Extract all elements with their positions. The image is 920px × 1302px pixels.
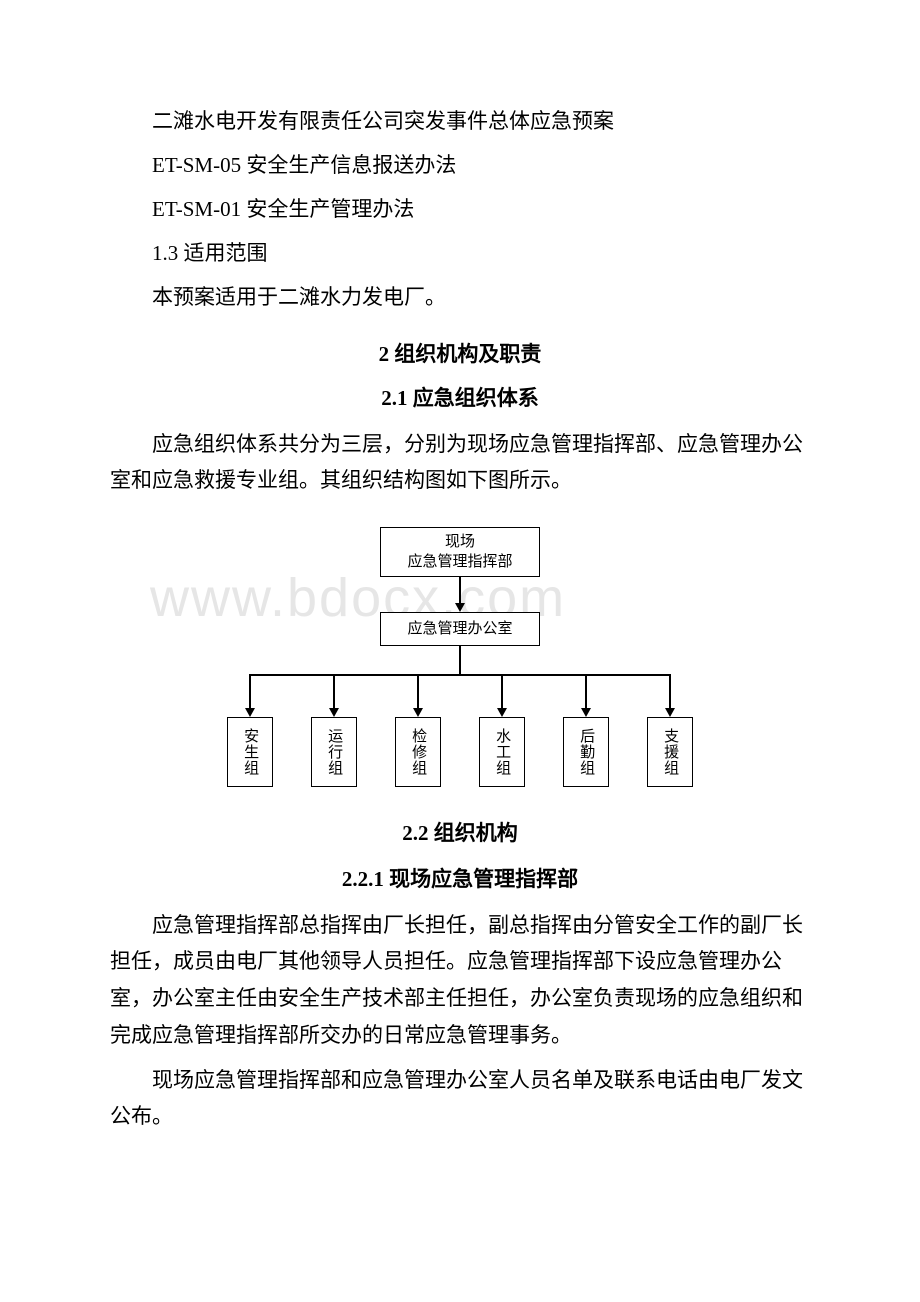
section-2-1-title: 2.1 应急组织体系 — [110, 380, 810, 418]
arrow-leaf-2 — [329, 708, 339, 717]
para-line-3: ET-SM-01 安全生产管理办法 — [110, 188, 810, 230]
connector-leaf-2 — [333, 674, 335, 709]
connector-bus — [249, 674, 671, 676]
para-line-1: 二滩水电开发有限责任公司突发事件总体应急预案 — [110, 100, 810, 142]
connector-leaf-4 — [501, 674, 503, 709]
org-leaf-4: 水工组 — [479, 717, 525, 787]
connector-mid-bus — [459, 646, 461, 674]
para-line-2: ET-SM-05 安全生产信息报送办法 — [110, 144, 810, 186]
arrow-leaf-5 — [581, 708, 591, 717]
connector-leaf-5 — [585, 674, 587, 709]
section-2-2-1-body-1: 应急管理指挥部总指挥由厂长担任，副总指挥由分管安全工作的副厂长担任，成员由电厂其… — [110, 907, 810, 1054]
para-line-5: 本预案适用于二滩水力发电厂。 — [110, 276, 810, 318]
org-leaf-2: 运行组 — [311, 717, 357, 787]
org-leaf-6: 支援组 — [647, 717, 693, 787]
org-leaf-5: 后勤组 — [563, 717, 609, 787]
section-2-2-1-title: 2.2.1 现场应急管理指挥部 — [110, 861, 810, 899]
org-node-top-line2: 应急管理指挥部 — [407, 552, 512, 572]
section-2-1-body: 应急组织体系共分为三层，分别为现场应急管理指挥部、应急管理办公室和应急救援专业组… — [110, 426, 810, 500]
org-node-top: 现场 应急管理指挥部 — [380, 527, 540, 577]
connector-leaf-1 — [249, 674, 251, 709]
arrow-leaf-1 — [245, 708, 255, 717]
org-node-top-line1: 现场 — [445, 532, 475, 552]
section-2-2-1-body-2: 现场应急管理指挥部和应急管理办公室人员名单及联系电话由电厂发文公布。 — [110, 1062, 810, 1136]
para-line-4: 1.3 适用范围 — [110, 232, 810, 274]
connector-leaf-6 — [669, 674, 671, 709]
section-2-title: 2 组织机构及职责 — [110, 336, 810, 374]
org-leaf-3: 检修组 — [395, 717, 441, 787]
arrow-top-mid — [455, 603, 465, 612]
arrow-leaf-6 — [665, 708, 675, 717]
connector-top-mid — [459, 577, 461, 604]
org-leaf-1: 安生组 — [227, 717, 273, 787]
arrow-leaf-4 — [497, 708, 507, 717]
org-chart: www.bdocx.com 现场 应急管理指挥部 应急管理办公室 安生组 运行组… — [180, 527, 740, 797]
arrow-leaf-3 — [413, 708, 423, 717]
section-2-2-title: 2.2 组织机构 — [110, 815, 810, 853]
connector-leaf-3 — [417, 674, 419, 709]
org-node-mid: 应急管理办公室 — [380, 612, 540, 646]
